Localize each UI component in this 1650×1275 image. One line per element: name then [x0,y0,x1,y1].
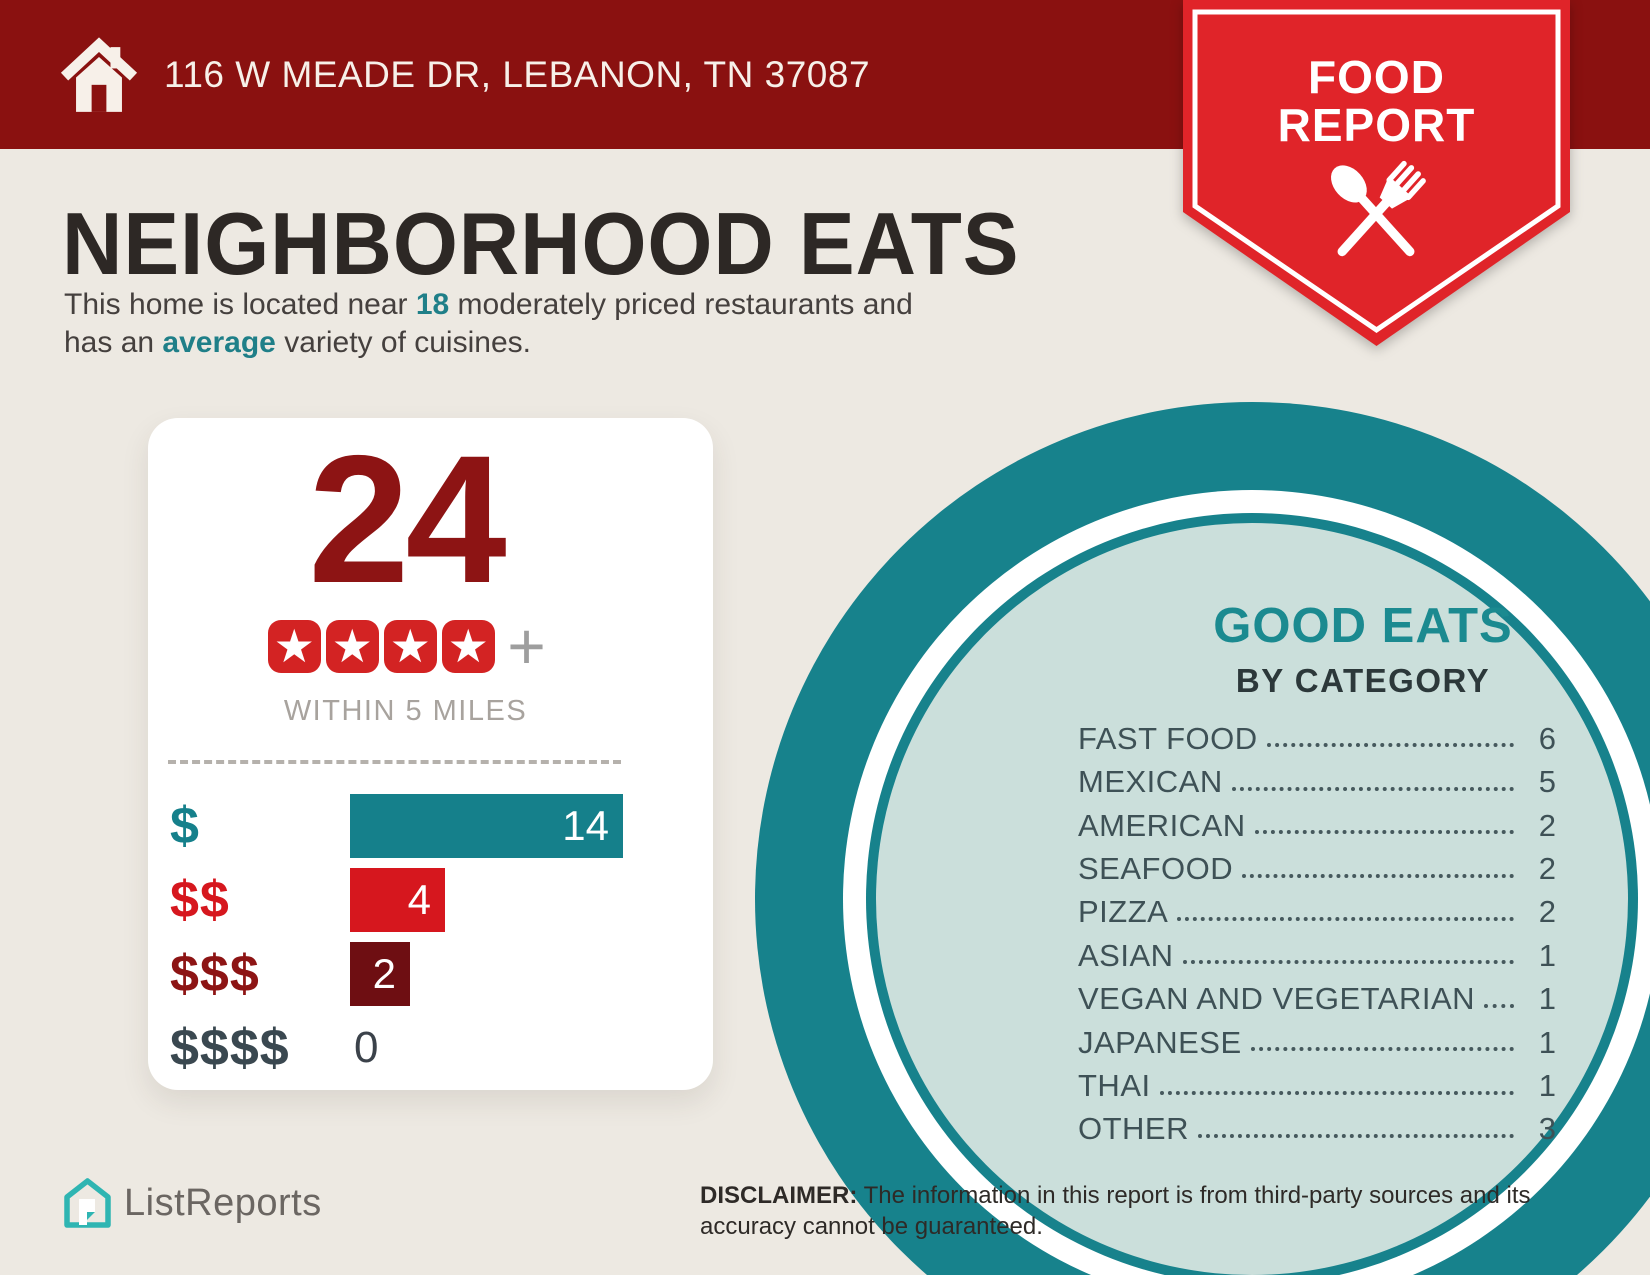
category-dots [1250,1047,1514,1052]
bar-label: $ [170,796,200,855]
category-value: 5 [1538,764,1556,800]
category-row: MEXICAN 5 [1078,755,1556,798]
category-value: 2 [1538,807,1556,843]
category-value: 1 [1538,1067,1556,1103]
bar-value: 4 [407,875,431,923]
category-row: VEGAN AND VEGETARIAN 1 [1078,972,1556,1015]
utensils-icon [1331,160,1426,257]
category-dots [1159,1090,1514,1095]
good-eats-title: GOOD EATS [1213,599,1513,653]
food-report-ribbon: FOOD REPORT [1183,0,1570,346]
category-row: THAI 1 [1078,1059,1556,1102]
rating-stars: ★ ★ ★ ★ + [148,609,663,684]
category-label: MEXICAN [1078,764,1223,800]
category-row: PIZZA 2 [1078,886,1556,929]
total-restaurants: 24 [308,417,506,621]
category-label: AMERICAN [1078,807,1246,843]
summary-card: 24 ★ ★ ★ ★ + WITHIN 5 MILES $14 $$ 4 $$$ 2 $$$$ 0 [148,418,713,1090]
category-label: THAI [1078,1067,1151,1103]
bar-value: 0 [354,1022,379,1072]
good-eats-header: GOOD EATS BY CATEGORY [1163,598,1563,700]
category-dots [1231,786,1514,791]
star-icon: ★ [389,619,431,672]
category-dots [1484,1003,1514,1008]
bar-row: $14 [170,793,713,858]
category-row: JAPANESE 1 [1078,1016,1556,1059]
star-tile: ★ [325,619,379,673]
intro-line2-pre: has an [64,326,163,359]
intro-line1-post: moderately priced restaurants and [449,288,913,321]
listreports-logo: ListReports [64,1178,322,1228]
intro-text: This home is located near 18 moderately … [64,286,1124,362]
category-label: FAST FOOD [1078,720,1258,756]
good-eats-circle-fill [876,523,1628,1275]
category-value: 1 [1538,937,1556,973]
listreports-logo-icon [64,1178,111,1228]
bar-label: $$ [170,870,230,929]
dashed-divider [168,759,621,764]
good-eats-subtitle: BY CATEGORY [1235,662,1491,699]
intro-line1-pre: This home is located near [64,288,416,321]
disclaimer-line1: The information in this report is from t… [857,1182,1531,1209]
category-list: FAST FOOD 6 MEXICAN 5 AMERICAN 2 SEAFOOD 2 PIZZA… [1078,712,1556,1146]
bar-value: 2 [372,949,396,997]
cuisine-variety-highlight: average [162,326,276,359]
category-label: VEGAN AND VEGETARIAN [1078,981,1476,1017]
star-tile: ★ [441,619,495,673]
bar-row: $$$ 2 [170,941,713,1006]
intro-line2-post: variety of cuisines. [275,326,531,359]
category-label: SEAFOOD [1078,851,1234,887]
category-label: PIZZA [1078,894,1169,930]
bar-row: $$$$ 0 [170,1016,713,1080]
category-dots [1198,1133,1514,1138]
bar: 14 [350,793,623,858]
category-value: 1 [1538,1024,1556,1060]
category-dots [1177,916,1514,921]
category-dots [1242,873,1514,878]
page-title: NEIGHBORHOOD EATS [62,194,1020,293]
category-dots [1254,830,1514,835]
star-icon: ★ [447,619,489,672]
category-row: FAST FOOD 6 [1078,712,1556,755]
category-row: ASIAN 1 [1078,929,1556,972]
disclaimer: DISCLAIMER: The information in this repo… [700,1180,1540,1242]
disclaimer-line2: accuracy cannot be guaranteed. [700,1213,1043,1240]
category-value: 6 [1538,720,1556,756]
rating-plus: + [507,609,546,684]
brand-name: ListReports [124,1181,322,1224]
category-row: SEAFOOD 2 [1078,842,1556,885]
home-icon [60,37,138,112]
radius-label: WITHIN 5 MILES [283,694,528,727]
category-row: OTHER 3 [1078,1103,1556,1146]
category-value: 3 [1538,1111,1556,1147]
category-label: JAPANESE [1078,1024,1242,1060]
category-value: 1 [1538,981,1556,1017]
star-tile: ★ [383,619,437,673]
bar-row: $$ 4 [170,867,713,932]
star-tile: ★ [267,619,321,673]
category-dots [1182,960,1514,965]
bar-value: 14 [562,801,609,849]
ribbon-title-line1: FOOD [1308,51,1445,103]
category-row: AMERICAN 2 [1078,799,1556,842]
category-value: 2 [1538,851,1556,887]
category-label: ASIAN [1078,937,1174,973]
property-address: 116 W MEADE DR, LEBANON, TN 37087 [164,54,871,95]
category-label: OTHER [1078,1111,1189,1147]
category-value: 2 [1538,894,1556,930]
disclaimer-label: DISCLAIMER: [700,1182,858,1209]
bar: 4 [350,867,445,932]
bar-label: $$$ [170,944,260,1003]
category-dots [1266,743,1514,748]
bar-label: $$$$ [170,1018,290,1077]
star-icon: ★ [273,619,315,672]
bar: 2 [350,941,410,1006]
price-tier-chart: $14 $$ 4 $$$ 2 $$$$ 0 [170,793,713,1080]
restaurant-count: 18 [415,288,450,321]
ribbon-title-line2: REPORT [1278,99,1476,151]
star-icon: ★ [331,619,373,672]
